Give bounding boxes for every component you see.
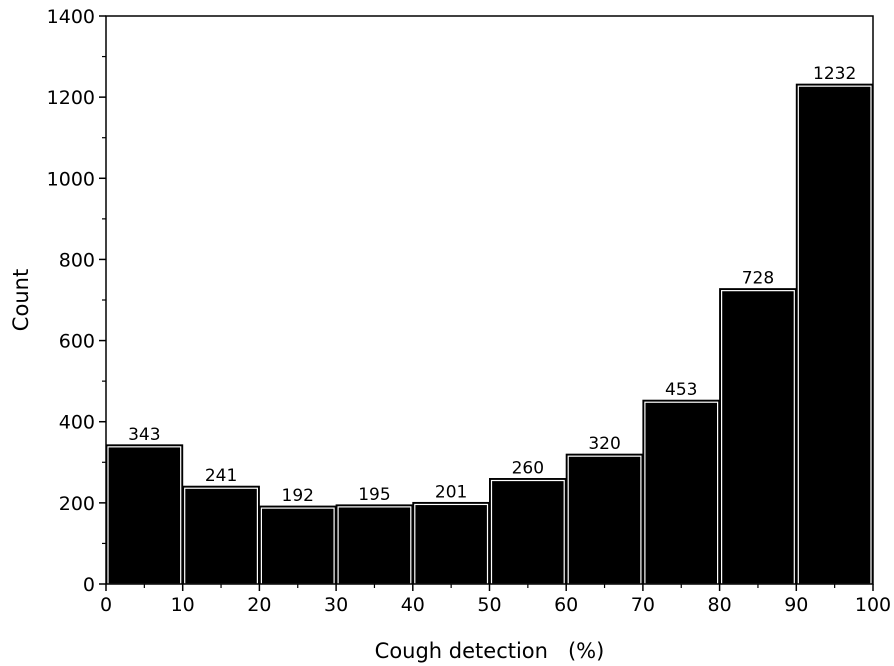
y-tick-label: 1000 bbox=[47, 168, 95, 190]
bar-value-label: 728 bbox=[742, 269, 774, 289]
y-tick-label: 1400 bbox=[47, 6, 95, 28]
y-tick-label: 600 bbox=[59, 331, 95, 353]
y-tick-label: 400 bbox=[59, 412, 95, 434]
bar-40-50 bbox=[412, 501, 490, 585]
y-tick-label: 1200 bbox=[47, 87, 95, 109]
x-tick-label: 90 bbox=[784, 594, 808, 616]
bar-30-40 bbox=[335, 504, 414, 585]
x-tick-label: 30 bbox=[324, 594, 348, 616]
x-tick-label: 40 bbox=[401, 594, 425, 616]
data-labels-group: 343 241 192 195 201 260 320 453 728 1232 bbox=[128, 64, 856, 506]
bar-value-label: 195 bbox=[358, 485, 390, 505]
bar-value-label: 201 bbox=[435, 482, 467, 502]
x-tick-label: 80 bbox=[708, 594, 732, 616]
y-axis: 0 200 400 600 800 1000 1200 1400 bbox=[47, 6, 106, 596]
bar-60-70 bbox=[565, 453, 644, 585]
bar-70-80 bbox=[642, 399, 721, 585]
bar-10-20 bbox=[182, 485, 260, 585]
x-tick-label: 60 bbox=[554, 594, 578, 616]
x-tick-label: 50 bbox=[477, 594, 501, 616]
bar-value-label: 1232 bbox=[813, 64, 856, 84]
x-tick-label: 20 bbox=[247, 594, 271, 616]
x-tick-label: 0 bbox=[100, 594, 112, 616]
x-tick-label: 70 bbox=[631, 594, 655, 616]
y-axis-title: Count bbox=[9, 269, 33, 331]
y-tick-label: 800 bbox=[59, 249, 95, 271]
x-tick-label: 10 bbox=[171, 594, 195, 616]
bar-50-60 bbox=[489, 478, 567, 585]
y-tick-label: 0 bbox=[83, 574, 95, 596]
x-axis-title: Cough detection (%) bbox=[375, 639, 605, 663]
bar-value-label: 192 bbox=[282, 486, 314, 506]
bar-20-30 bbox=[258, 505, 337, 585]
bars-group bbox=[105, 83, 874, 585]
bar-value-label: 241 bbox=[205, 466, 237, 486]
y-tick-label: 200 bbox=[59, 493, 95, 515]
bar-90-100 bbox=[795, 83, 874, 585]
x-axis: 0 10 20 30 40 50 60 70 80 90 100 bbox=[100, 584, 891, 616]
bar-value-label: 343 bbox=[128, 425, 160, 445]
bar-value-label: 320 bbox=[588, 434, 620, 454]
bar-0-10 bbox=[105, 444, 184, 585]
bar-value-label: 260 bbox=[512, 459, 544, 479]
bar-value-label: 453 bbox=[665, 380, 697, 400]
bar-80-90 bbox=[719, 288, 797, 585]
x-tick-label: 100 bbox=[855, 594, 891, 616]
